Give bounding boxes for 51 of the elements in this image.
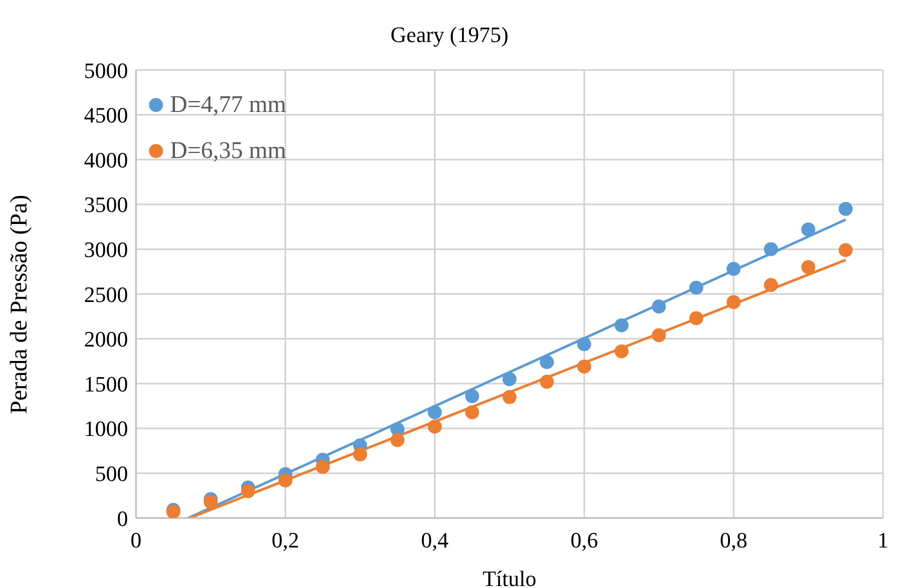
x-tick-label: 1 [878,528,888,553]
y-tick-label: 2000 [84,326,128,352]
point [502,372,516,386]
point [726,262,741,276]
point [764,278,778,292]
point [801,260,816,274]
point [241,484,256,498]
point [614,344,629,358]
point [577,360,592,374]
point [316,460,330,474]
y-tick-label: 3000 [84,237,128,262]
y-tick-label: 1500 [84,371,128,396]
point [801,222,816,236]
y-axis-title: Perada de Pressão (Pa) [6,194,33,414]
point [428,420,442,434]
point [540,355,554,370]
x-tick-label: 0,8 [720,528,748,553]
point [726,295,741,310]
point [390,433,404,448]
y-tick-label: 4500 [84,102,128,128]
point [540,374,554,389]
point [465,405,480,420]
point [614,318,629,332]
y-tick-label: 1000 [84,416,128,442]
point [764,242,778,256]
chart-title: Geary (1975) [390,22,510,48]
y-tick-label: 500 [95,461,128,486]
point [278,473,292,488]
legend-label: D=4,77 mm [170,92,286,118]
x-axis-title: Título [482,566,536,588]
x-tick-label: 0,6 [570,528,598,553]
point [465,389,480,404]
point [428,405,442,420]
point [838,202,853,216]
point [353,447,368,462]
y-tick-label: 0 [117,506,128,531]
point [502,390,516,404]
point [689,280,704,295]
point [577,337,592,352]
point [689,311,704,326]
x-tick-label: 0,4 [421,528,449,553]
point [838,243,853,258]
point [204,494,218,509]
y-tick-label: 3500 [84,192,128,218]
y-tick-label: 5000 [84,58,128,83]
x-tick-label: 0,2 [272,528,300,553]
legend-label: D=6,35 mm [170,138,286,164]
point [652,300,666,314]
point [652,328,666,342]
y-tick-label: 2500 [84,282,128,307]
y-tick-label: 4000 [84,147,128,172]
